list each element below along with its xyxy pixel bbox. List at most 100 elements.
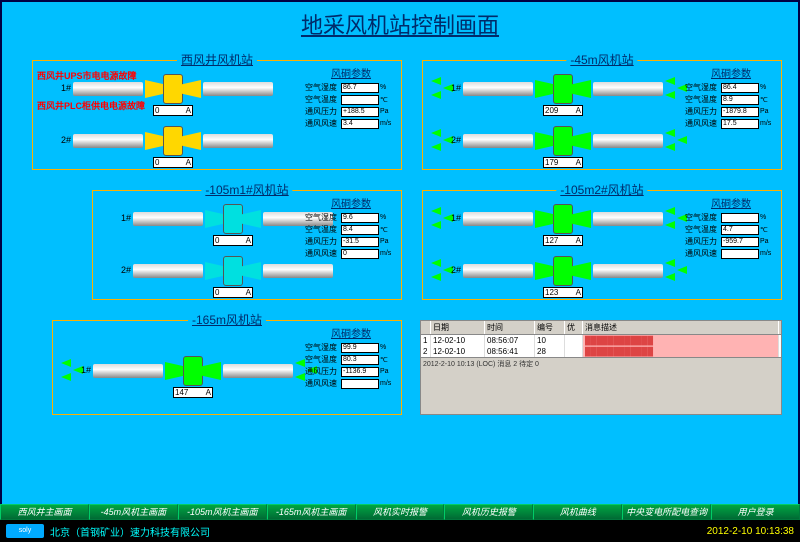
param-value: 86.7	[341, 83, 379, 93]
station-m165: -165m风机站 1# 147A 风硐参数 空气湿度 99.9 % 空气温度 8…	[52, 320, 402, 415]
log-row[interactable]: 112-02-1008:56:0710████████████	[421, 335, 781, 346]
station-m105b: -105m2#风机站 1# 127A 2#	[422, 190, 782, 300]
log-cell: 12-02-10	[431, 346, 485, 357]
param-label: 空气温度	[305, 354, 341, 365]
nav-button[interactable]: -105m风机主画面	[178, 504, 267, 520]
fan-current-readout: 127A	[543, 235, 583, 246]
page-title: 地采风机站控制画面	[2, 2, 798, 42]
fan-number-label: 1#	[451, 213, 461, 223]
fan-icon	[535, 126, 591, 156]
param-value: -959.7	[721, 237, 759, 247]
param-label: 通风压力	[685, 236, 721, 247]
fan-unit: 1# 127A	[463, 199, 663, 239]
main-panel: 地采风机站控制画面 西风井风机站 西风井UPS市电电源故障西风井PLC柜供电电源…	[0, 0, 800, 520]
fan-number-label: 1#	[61, 83, 71, 93]
fan-number-label: 1#	[451, 83, 461, 93]
param-unit: %	[379, 214, 393, 221]
fan-icon	[535, 74, 591, 104]
param-unit: ℃	[759, 96, 773, 104]
fan-unit: 2# 179A	[463, 121, 663, 161]
nav-button[interactable]: 用户登录	[711, 504, 800, 520]
param-row: 通风风速 0 m/s	[305, 248, 397, 259]
log-col-header: 日期	[431, 321, 485, 334]
fan-unit: 2# 0A	[133, 251, 333, 291]
fan-icon	[145, 126, 201, 156]
param-unit: Pa	[379, 108, 393, 115]
station-title: -45m风机站	[566, 51, 637, 68]
fan-current-readout: 123A	[543, 287, 583, 298]
flow-arrows-icon	[665, 261, 695, 281]
station-title: 西风井风机站	[177, 51, 257, 68]
param-label: 空气湿度	[305, 342, 341, 353]
param-value: 86.4	[721, 83, 759, 93]
log-row[interactable]: 212-02-1008:56:4128████████████	[421, 346, 781, 357]
param-label: 空气温度	[305, 224, 341, 235]
param-row: 空气温度 4.7 ℃	[685, 224, 777, 235]
param-row: 空气温度 8.4 ℃	[305, 224, 397, 235]
param-row: 通风压力 -959.7 Pa	[685, 236, 777, 247]
param-row: 空气湿度 %	[685, 212, 777, 223]
nav-button[interactable]: -165m风机主画面	[267, 504, 356, 520]
param-row: 空气湿度 86.4 %	[685, 82, 777, 93]
fan-number-label: 2#	[451, 135, 461, 145]
log-col-header: 消息描述	[583, 321, 779, 334]
nav-button[interactable]: -45m风机主画面	[89, 504, 178, 520]
param-label: 空气湿度	[685, 82, 721, 93]
param-value: 4.7	[721, 225, 759, 235]
params-header: 风硐参数	[685, 195, 777, 210]
pipe-segment	[133, 264, 203, 278]
params-panel: 风硐参数 空气湿度 9.6 % 空气温度 8.4 ℃ 通风压力 -31.5 Pa…	[305, 195, 397, 260]
flow-arrows-icon	[665, 131, 695, 151]
param-row: 空气湿度 99.9 %	[305, 342, 397, 353]
fan-unit: 2# 123A	[463, 251, 663, 291]
param-unit: ℃	[759, 226, 773, 234]
param-unit: Pa	[379, 238, 393, 245]
fan-current-readout: 147A	[173, 387, 213, 398]
param-value: -31.5	[341, 237, 379, 247]
param-row: 通风风速 m/s	[305, 378, 397, 389]
station-m105a: -105m1#风机站 1# 0A 2# 0A 风硐参数 空气湿度 9.6 % 空…	[92, 190, 402, 300]
nav-button[interactable]: 风机历史报警	[444, 504, 533, 520]
param-value: 80.3	[341, 355, 379, 365]
nav-button[interactable]: 风机实时报警	[356, 504, 445, 520]
params-panel: 风硐参数 空气湿度 99.9 % 空气温度 80.3 ℃ 通风压力 -1136.…	[305, 325, 397, 390]
fan-number-label: 2#	[121, 265, 131, 275]
param-label: 通风风速	[685, 118, 721, 129]
param-label: 通风风速	[685, 248, 721, 259]
log-cell: 1	[421, 335, 431, 346]
fan-icon	[205, 204, 261, 234]
log-cell: 12-02-10	[431, 335, 485, 346]
param-unit: %	[379, 344, 393, 351]
log-cell: 08:56:07	[485, 335, 535, 346]
fan-icon	[145, 74, 201, 104]
param-unit: ℃	[379, 356, 393, 364]
param-row: 通风压力 -1136.9 Pa	[305, 366, 397, 377]
param-label: 空气湿度	[305, 212, 341, 223]
nav-button[interactable]: 风机曲线	[533, 504, 622, 520]
log-cell: 08:56:41	[485, 346, 535, 357]
fan-number-label: 2#	[451, 265, 461, 275]
nav-button[interactable]: 西风井主画面	[0, 504, 89, 520]
station-title: -105m2#风机站	[556, 181, 647, 198]
params-panel: 风硐参数 空气湿度 86.4 % 空气温度 8.9 ℃ 通风压力 -1879.8…	[685, 65, 777, 130]
vendor-name: 北京（首钢矿业）速力科技有限公司	[50, 524, 210, 539]
params-header: 风硐参数	[305, 65, 397, 80]
fan-number-label: 2#	[61, 135, 71, 145]
log-col-header: 优	[565, 321, 583, 334]
param-value	[721, 213, 759, 223]
param-label: 通风压力	[685, 106, 721, 117]
param-label: 通风压力	[305, 236, 341, 247]
param-unit: m/s	[379, 380, 393, 387]
param-value: 8.9	[721, 95, 759, 105]
station-west: 西风井风机站 西风井UPS市电电源故障西风井PLC柜供电电源故障 1# 0A 2…	[32, 60, 402, 170]
param-unit: m/s	[759, 120, 773, 127]
bottom-nav-bar: 西风井主画面-45m风机主画面-105m风机主画面-165m风机主画面风机实时报…	[0, 504, 800, 520]
param-label: 空气湿度	[685, 212, 721, 223]
fan-current-readout: 0A	[153, 105, 193, 116]
param-label: 空气温度	[305, 94, 341, 105]
nav-button[interactable]: 中央变电所配电查询	[622, 504, 711, 520]
fan-unit: 1# 0A	[73, 69, 273, 109]
param-row: 通风风速 m/s	[685, 248, 777, 259]
param-unit: m/s	[379, 250, 393, 257]
pipe-segment	[223, 364, 293, 378]
